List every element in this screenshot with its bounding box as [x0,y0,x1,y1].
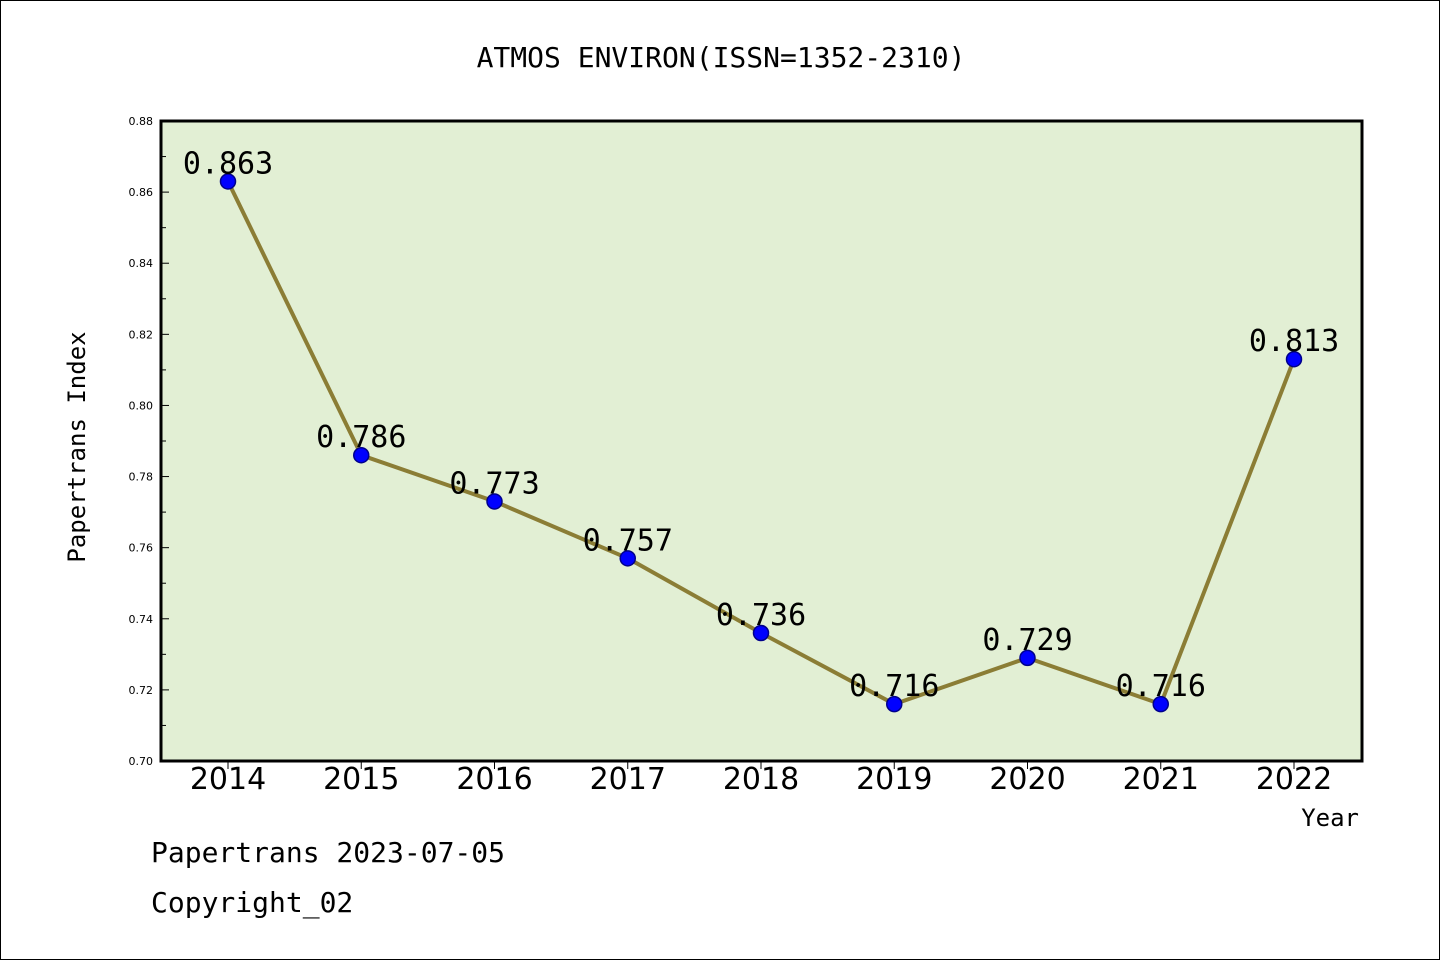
data-point [1152,695,1169,713]
y-tick-label: 0.82 [129,328,154,341]
data-point [486,493,503,510]
y-tick-label: 0.80 [129,399,154,412]
chart-title: ATMOS ENVIRON(ISSN=1352-2310) [477,41,966,74]
y-tick-label: 0.74 [129,613,154,626]
x-tick-label: 2018 [723,762,799,797]
data-label: 0.716 [849,669,939,704]
y-tick-label: 0.86 [129,186,154,199]
data-label: 0.716 [1116,669,1206,704]
data-label: 0.863 [183,146,273,181]
data-label: 0.813 [1249,324,1339,359]
x-axis-label: Year [1301,804,1359,832]
plot-border [159,119,1364,763]
plot-area [161,121,1362,761]
y-tick-label: 0.76 [129,542,154,555]
x-tick-label: 2015 [323,762,399,797]
data-point [752,624,770,642]
y-axis-label: Papertrans Index [63,331,91,562]
y-tick-label: 0.72 [129,684,154,697]
x-tick-label: 2021 [1123,762,1199,797]
x-tick-label: 2022 [1256,762,1332,797]
data-point [219,173,237,190]
data-label: 0.729 [982,623,1072,658]
data-point [619,550,636,567]
series-markers [219,173,1303,713]
data-label: 0.773 [449,466,539,501]
footer-copyright: Copyright_02 [151,886,354,919]
x-tick-label: 2020 [989,762,1065,797]
data-labels: 0.863 0.786 0.773 0.757 0.736 0.716 0.729 0.716… [183,146,1339,704]
data-point [886,695,903,713]
x-axis: 2014 2015 2016 2017 2018 2019 2020 2021 2022 [190,761,1332,797]
y-tick-label: 0.78 [129,471,154,484]
x-tick-label: 2019 [856,762,932,797]
data-label: 0.757 [583,523,673,558]
data-point [1019,649,1036,667]
data-point [353,446,370,464]
y-tick-label: 0.70 [129,755,154,768]
data-point [1285,350,1303,368]
data-label: 0.786 [316,420,406,455]
y-tick-label: 0.84 [129,257,154,270]
y-tick-label: 0.88 [129,115,154,128]
x-tick-label: 2017 [590,762,666,797]
data-label: 0.736 [716,598,806,633]
footer-date: Papertrans 2023-07-05 [151,836,506,869]
y-axis: 0.70 0.72 0.74 0.76 0.78 0.80 0.82 0.84 0.86 0.88 [129,115,169,768]
x-tick-label: 2016 [456,762,532,797]
x-tick-label: 2014 [190,762,266,797]
